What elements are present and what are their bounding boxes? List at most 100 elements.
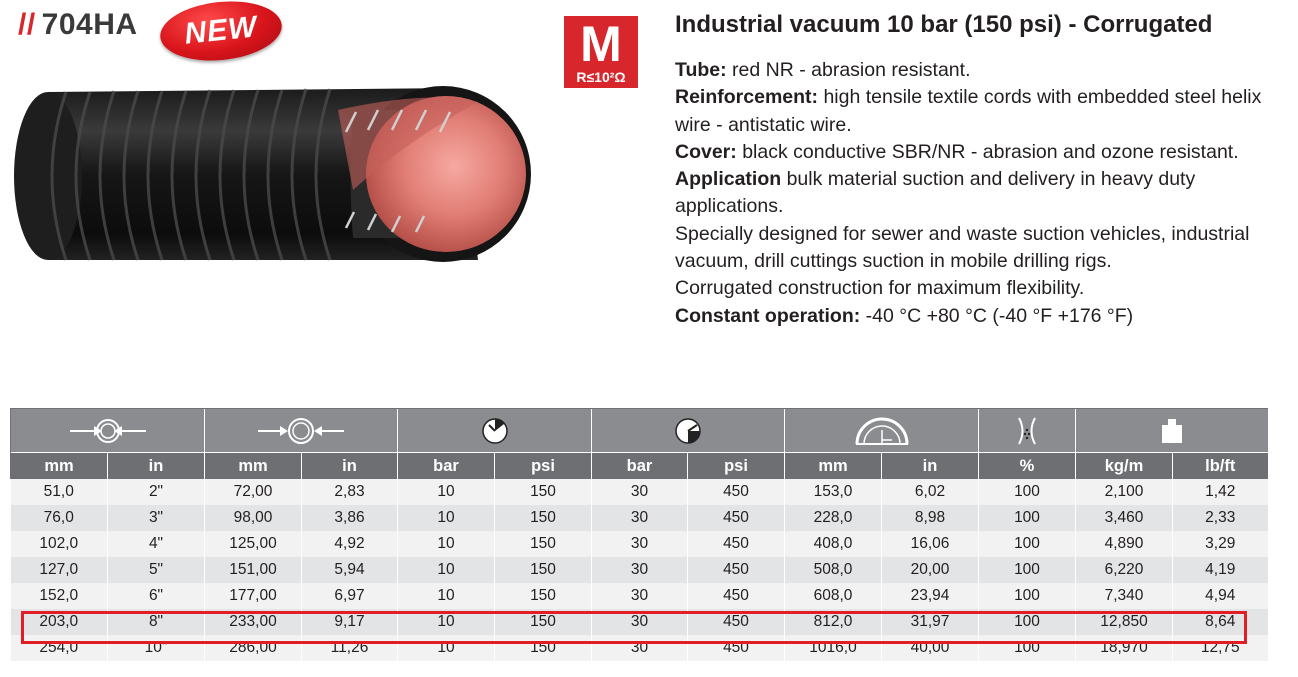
table-cell: 3,86 [301,505,398,531]
table-cell: 4" [107,531,205,557]
table-cell: 127,0 [10,557,108,583]
table-cell: 100 [978,479,1076,505]
table-cell: 5" [107,557,205,583]
table-cell: 10 [397,479,495,505]
table-cell: 6,97 [301,583,398,609]
table-cell: 450 [687,505,785,531]
product-description: Tube: red NR - abrasion resistant. Reinf… [675,57,1275,330]
table-cell: 10" [107,635,205,661]
bend-radius-header [784,408,979,453]
unit-header: psi [494,452,592,479]
outer-diameter-icon [258,417,344,444]
reinforcement-line: Reinforcement: high tensile textile cord… [675,84,1275,139]
product-code: //704HA [18,8,138,42]
table-cell: 10 [397,505,495,531]
table-cell: 408,0 [784,531,882,557]
constant-operation-label: Constant operation: [675,304,861,327]
working-pressure-header [397,408,592,453]
application-text: bulk material suction and delivery in he… [675,168,1196,218]
reinforcement-label: Reinforcement: [675,86,819,109]
outer-diameter-header [204,408,398,453]
product-title: Industrial vacuum 10 bar (150 psi) - Cor… [675,11,1213,38]
highlighted-row-frame [21,611,1247,644]
table-cell: 150 [494,583,592,609]
table-cell: 450 [687,635,785,661]
table-cell: 10 [397,531,495,557]
table-cell: 150 [494,479,592,505]
code-slashes: // [18,8,36,41]
table-cell: 100 [978,635,1076,661]
table-cell: 30 [591,479,688,505]
table-cell: 151,00 [204,557,302,583]
table-cell: 98,00 [204,505,302,531]
table-cell: 10 [397,583,495,609]
table-cell: 20,00 [881,557,979,583]
weight-header [1075,408,1268,453]
unit-header: mm [204,452,302,479]
burst-pressure-header [591,408,785,453]
icon-header-row [10,408,1268,453]
cover-label: Cover: [675,140,737,163]
table-cell: 2,33 [1172,505,1268,531]
tube-text: red NR - abrasion resistant. [726,59,971,81]
unit-header: % [978,452,1076,479]
table-cell: 100 [978,531,1076,557]
table-cell: 51,0 [10,479,108,505]
unit-header: mm [784,452,882,479]
spec-table-body: 51,0 2" 72,00 2,83 10 150 30 450 153,0 6,02 100 2,1… [10,479,1268,661]
tube-label: Tube: [675,59,727,81]
constant-operation-line: Constant operation: -40 °C +80 °C (-40 °… [675,303,1275,330]
unit-header: lb/ft [1172,452,1268,479]
table-cell: 450 [687,557,785,583]
new-badge: NEW [157,0,285,67]
table-cell: 72,00 [204,479,302,505]
table-cell: 6" [107,583,205,609]
application-line: Application bulk material suction and de… [675,166,1275,221]
unit-header: bar [591,452,688,479]
table-cell: 152,0 [10,583,108,609]
table-cell: 4,92 [301,531,398,557]
table-cell: 1,42 [1172,479,1268,505]
table-row: 76,0 3" 98,00 3,86 10 150 30 450 228,0 8,98 100 3,4… [10,505,1268,531]
table-cell: 4,94 [1172,583,1268,609]
table-row: 51,0 2" 72,00 2,83 10 150 30 450 153,0 6,02 100 2,1… [10,479,1268,505]
table-row: 127,0 5" 151,00 5,94 10 150 30 450 508,0 20,00 100… [10,557,1268,583]
table-cell: 150 [494,635,592,661]
table-cell: 6,220 [1075,557,1173,583]
table-cell: 100 [978,557,1076,583]
resistance-badge-value: R≤10²Ω [576,69,626,85]
table-cell: 76,0 [10,505,108,531]
table-cell: 40,00 [881,635,979,661]
code-text: 704HA [41,8,138,41]
table-cell: 608,0 [784,583,882,609]
table-cell: 30 [591,531,688,557]
table-cell: 11,26 [301,635,398,661]
table-row: 102,0 4" 125,00 4,92 10 150 30 450 408,0 16,06 100… [10,531,1268,557]
table-cell: 100 [978,583,1076,609]
unit-header: psi [687,452,785,479]
new-badge-label: NEW [182,10,259,51]
spec-table: mm in mm in bar psi bar psi mm in % kg/m… [10,408,1268,661]
table-cell: 8,98 [881,505,979,531]
table-cell: 228,0 [784,505,882,531]
table-cell: 3" [107,505,205,531]
resistance-badge-letter: M [580,16,622,72]
table-cell: 508,0 [784,557,882,583]
table-cell: 30 [591,557,688,583]
constant-operation-text: -40 °C +80 °C (-40 °F +176 °F) [860,304,1134,327]
bend-radius-icon [855,417,908,445]
table-row: 152,0 6" 177,00 6,97 10 150 30 450 608,0 23,94 100… [10,583,1268,609]
vacuum-header [978,408,1076,453]
inner-diameter-icon [69,418,146,443]
table-cell: 6,02 [881,479,979,505]
unit-header: mm [10,452,108,479]
table-cell: 7,340 [1075,583,1173,609]
table-cell: 2" [107,479,205,505]
unit-header: kg/m [1075,452,1173,479]
unit-header: in [107,452,205,479]
resistance-badge: M R≤10²Ω [564,16,638,88]
table-cell: 100 [978,505,1076,531]
table-cell: 2,83 [301,479,398,505]
unit-header: in [301,452,398,479]
table-cell: 254,0 [10,635,108,661]
